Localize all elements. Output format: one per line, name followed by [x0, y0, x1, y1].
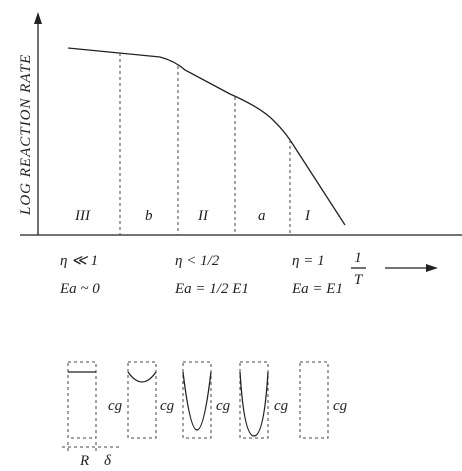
dim-label: δ — [104, 453, 112, 469]
energy-condition: Ea ~ 0 — [59, 281, 100, 297]
profile — [183, 372, 211, 430]
x-label-den: T — [354, 272, 364, 288]
diagram: LOG REACTION RATE III b II a I η ≪ 1 Ea … — [0, 0, 462, 471]
pellet — [68, 362, 96, 438]
region-label: b — [145, 208, 153, 224]
dim-label: R — [79, 453, 89, 469]
eta-condition: η ≪ 1 — [60, 253, 98, 269]
region-label: I — [304, 208, 311, 224]
region-label: II — [197, 208, 209, 224]
eta-condition: η = 1 — [292, 253, 325, 269]
profile — [128, 372, 156, 382]
x-arrowhead — [426, 264, 438, 272]
profiles — [68, 362, 328, 438]
profile-label: cg — [216, 398, 231, 414]
eta-condition: η < 1/2 — [175, 253, 220, 269]
y-arrow — [34, 12, 42, 24]
x-label-num: 1 — [354, 250, 362, 266]
profile-label: cg — [160, 398, 175, 414]
pellet — [128, 362, 156, 438]
region-label: III — [74, 208, 91, 224]
energy-condition: Ea = 1/2 E1 — [174, 281, 249, 297]
energy-condition: Ea = E1 — [291, 281, 343, 297]
rate-curve — [68, 48, 345, 225]
profile-label: cg — [108, 398, 123, 414]
y-label: LOG REACTION RATE — [18, 54, 34, 216]
profile-label: cg — [274, 398, 289, 414]
profile — [240, 372, 268, 436]
profile-label: cg — [333, 398, 348, 414]
pellet — [240, 362, 268, 438]
region-label: a — [258, 208, 266, 224]
pellet — [300, 362, 328, 438]
